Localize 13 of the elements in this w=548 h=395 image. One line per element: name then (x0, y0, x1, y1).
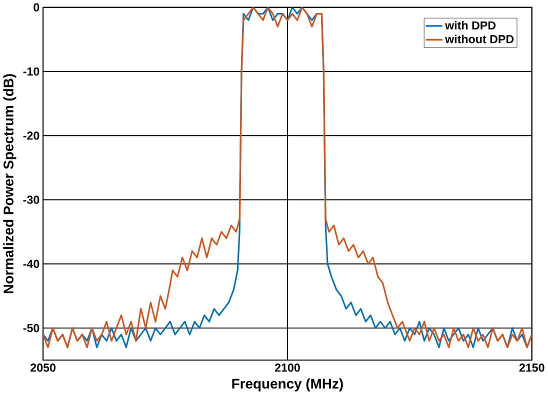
x-axis-title: Frequency (MHz) (232, 378, 343, 392)
y-tick-label: -30 (23, 196, 40, 204)
y-axis-title: Normalized Power Spectrum (dB) (3, 74, 16, 294)
y-tick-label: -10 (23, 68, 40, 76)
legend-label: without DPD (445, 34, 514, 44)
y-tick-label: -20 (23, 132, 40, 140)
y-tick-label: 0 (34, 3, 40, 12)
legend-label: with DPD (445, 21, 496, 30)
x-tick-label: 2150 (519, 364, 544, 372)
y-tick-label: -50 (23, 324, 40, 332)
x-tick-label: 2050 (30, 364, 56, 372)
y-tick-label: -40 (23, 260, 40, 268)
x-tick-label: 2100 (274, 364, 300, 372)
